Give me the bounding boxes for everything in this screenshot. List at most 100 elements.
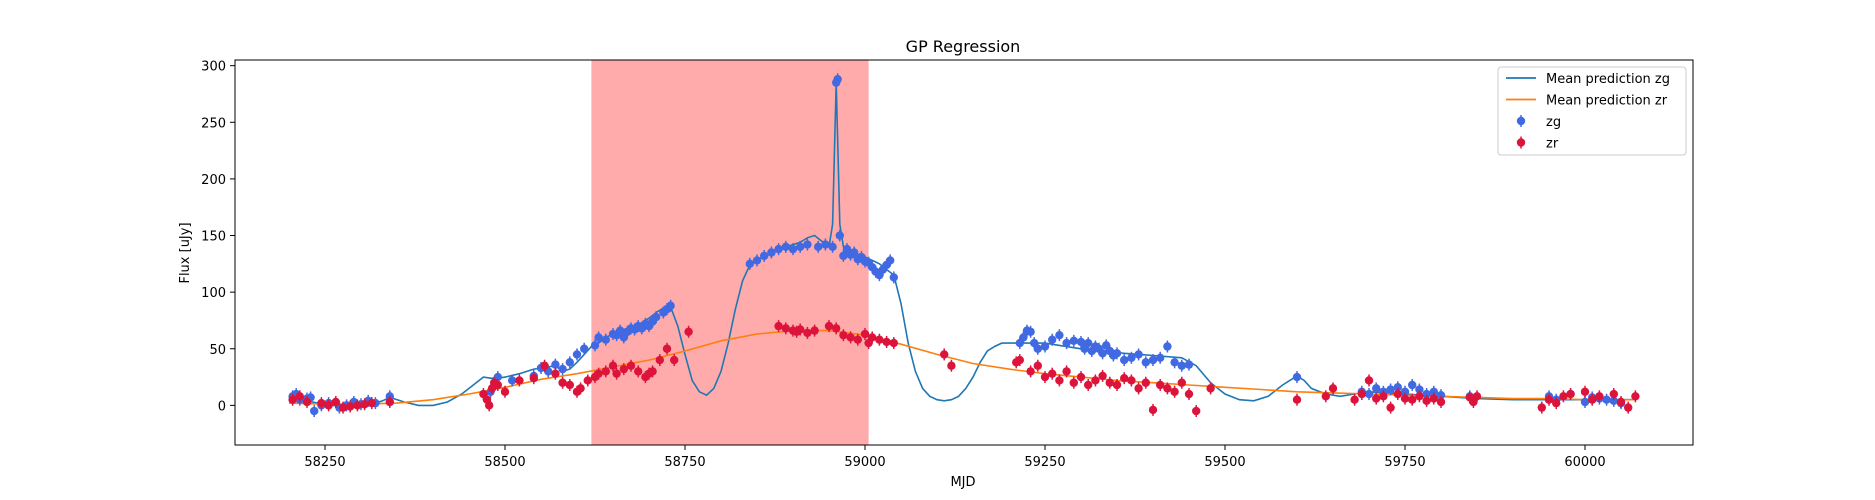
data-point-zg <box>803 240 812 249</box>
data-point-zr <box>1192 406 1201 416</box>
data-point-zr <box>796 325 805 334</box>
data-point-zr <box>1292 395 1302 404</box>
x-tick-label: 58250 <box>304 455 345 470</box>
data-point-zr <box>670 355 679 365</box>
data-point-zr <box>882 337 891 347</box>
data-point-zr <box>1537 403 1547 412</box>
data-point-zg <box>310 406 319 416</box>
data-point-zg <box>774 244 783 254</box>
data-point-zr <box>1415 392 1424 401</box>
data-point-zr <box>317 398 326 408</box>
y-tick-label: 200 <box>201 173 226 188</box>
data-point-zr <box>540 361 549 370</box>
data-point-zr <box>1184 389 1194 399</box>
data-point-zg <box>601 335 610 344</box>
data-point-zr <box>1105 378 1115 387</box>
data-point-zr <box>1141 378 1151 387</box>
data-point-zr <box>1048 369 1057 378</box>
data-point-zg <box>565 358 574 367</box>
data-point-zg <box>886 256 895 265</box>
data-point-zg <box>1580 397 1590 407</box>
data-point-zr <box>558 378 567 387</box>
data-point-zr <box>619 364 628 374</box>
data-point-zr <box>515 376 524 385</box>
data-point-zr <box>1206 384 1215 393</box>
data-point-zg <box>1609 396 1619 406</box>
data-point-zr <box>1040 372 1050 382</box>
data-point-zg <box>1019 333 1028 342</box>
data-point-zg <box>1055 330 1064 340</box>
x-tick-label: 59500 <box>1204 455 1245 470</box>
data-point-zg <box>814 242 823 252</box>
data-point-zg <box>850 248 859 257</box>
data-point-zr <box>385 397 394 407</box>
data-point-zg <box>833 75 842 84</box>
data-point-zr <box>1609 389 1619 399</box>
legend-label: Mean prediction zg <box>1546 72 1670 87</box>
x-axis-label: MJD <box>950 475 975 490</box>
data-point-zr <box>1580 387 1590 396</box>
data-point-zr <box>331 397 340 407</box>
data-point-zg <box>745 259 754 269</box>
data-point-zr <box>1033 361 1043 370</box>
data-point-zg <box>1148 355 1158 365</box>
data-point-zr <box>1422 396 1431 406</box>
data-point-zg <box>590 341 600 350</box>
data-point-zr <box>1098 371 1107 381</box>
data-point-zr <box>1624 403 1633 412</box>
data-point-zr <box>1408 395 1417 404</box>
data-point-zr <box>853 335 862 344</box>
data-point-zr <box>889 338 898 348</box>
data-point-zr <box>803 328 812 338</box>
data-point-zg <box>828 242 837 252</box>
data-point-zg <box>835 231 844 240</box>
y-axis-label: Flux [uJy] <box>178 222 193 283</box>
data-point-zr <box>940 350 949 359</box>
x-tick-label: 59250 <box>1024 455 1065 470</box>
data-point-zg <box>1292 372 1302 382</box>
data-point-zg <box>1400 387 1410 396</box>
data-point-zg <box>821 240 830 249</box>
data-point-zr <box>868 333 877 342</box>
data-point-zr <box>662 344 672 353</box>
data-point-zg <box>1429 387 1439 396</box>
chart-title: GP Regression <box>906 37 1021 56</box>
data-point-zg <box>1393 383 1403 392</box>
data-point-zr <box>684 327 693 336</box>
data-point-zr <box>612 369 621 378</box>
data-point-zg <box>1372 384 1381 393</box>
data-point-zr <box>353 401 362 410</box>
data-point-zr <box>781 324 790 333</box>
data-point-zg <box>1602 395 1611 404</box>
data-point-zg <box>551 360 560 369</box>
data-point-zg <box>1141 358 1151 367</box>
legend: Mean prediction zg Mean prediction zr zg zr <box>1497 66 1687 156</box>
y-tick-label: 100 <box>201 286 226 301</box>
data-point-zg <box>796 242 805 252</box>
data-point-zr <box>1552 398 1561 408</box>
y-tick-label: 50 <box>209 343 226 358</box>
data-point-zg <box>1364 389 1374 399</box>
data-point-zr <box>655 355 664 365</box>
legend-swatch <box>1516 138 1526 147</box>
x-tick-label: 60000 <box>1564 455 1605 470</box>
data-point-zr <box>1544 395 1554 404</box>
data-point-zr <box>601 367 610 376</box>
data-point-zg <box>1134 350 1143 359</box>
data-point-zg <box>752 256 762 265</box>
data-point-zr <box>947 361 956 370</box>
data-point-zg <box>1415 385 1424 394</box>
data-point-zr <box>1400 394 1410 403</box>
y-tick-label: 300 <box>201 60 226 75</box>
data-point-zg <box>1076 337 1086 347</box>
data-point-zg <box>1098 349 1107 358</box>
data-point-zg <box>889 273 898 282</box>
data-point-zr <box>551 369 560 378</box>
plot-frame <box>234 59 1694 446</box>
data-point-zg <box>760 251 769 261</box>
data-point-zr <box>1062 367 1071 376</box>
data-point-zg <box>788 244 798 254</box>
data-point-zg <box>1163 342 1172 351</box>
data-point-zr <box>875 335 884 344</box>
